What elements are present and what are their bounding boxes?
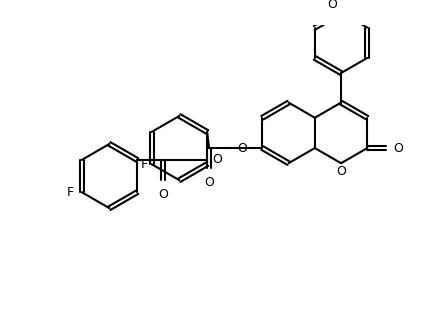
Text: F: F bbox=[67, 186, 74, 199]
Text: O: O bbox=[213, 154, 222, 167]
Text: O: O bbox=[336, 165, 346, 178]
Text: O: O bbox=[158, 188, 168, 201]
Text: F: F bbox=[141, 158, 148, 171]
Text: O: O bbox=[204, 176, 214, 189]
Text: O: O bbox=[238, 142, 248, 154]
Text: O: O bbox=[327, 0, 337, 11]
Text: O: O bbox=[393, 142, 403, 154]
